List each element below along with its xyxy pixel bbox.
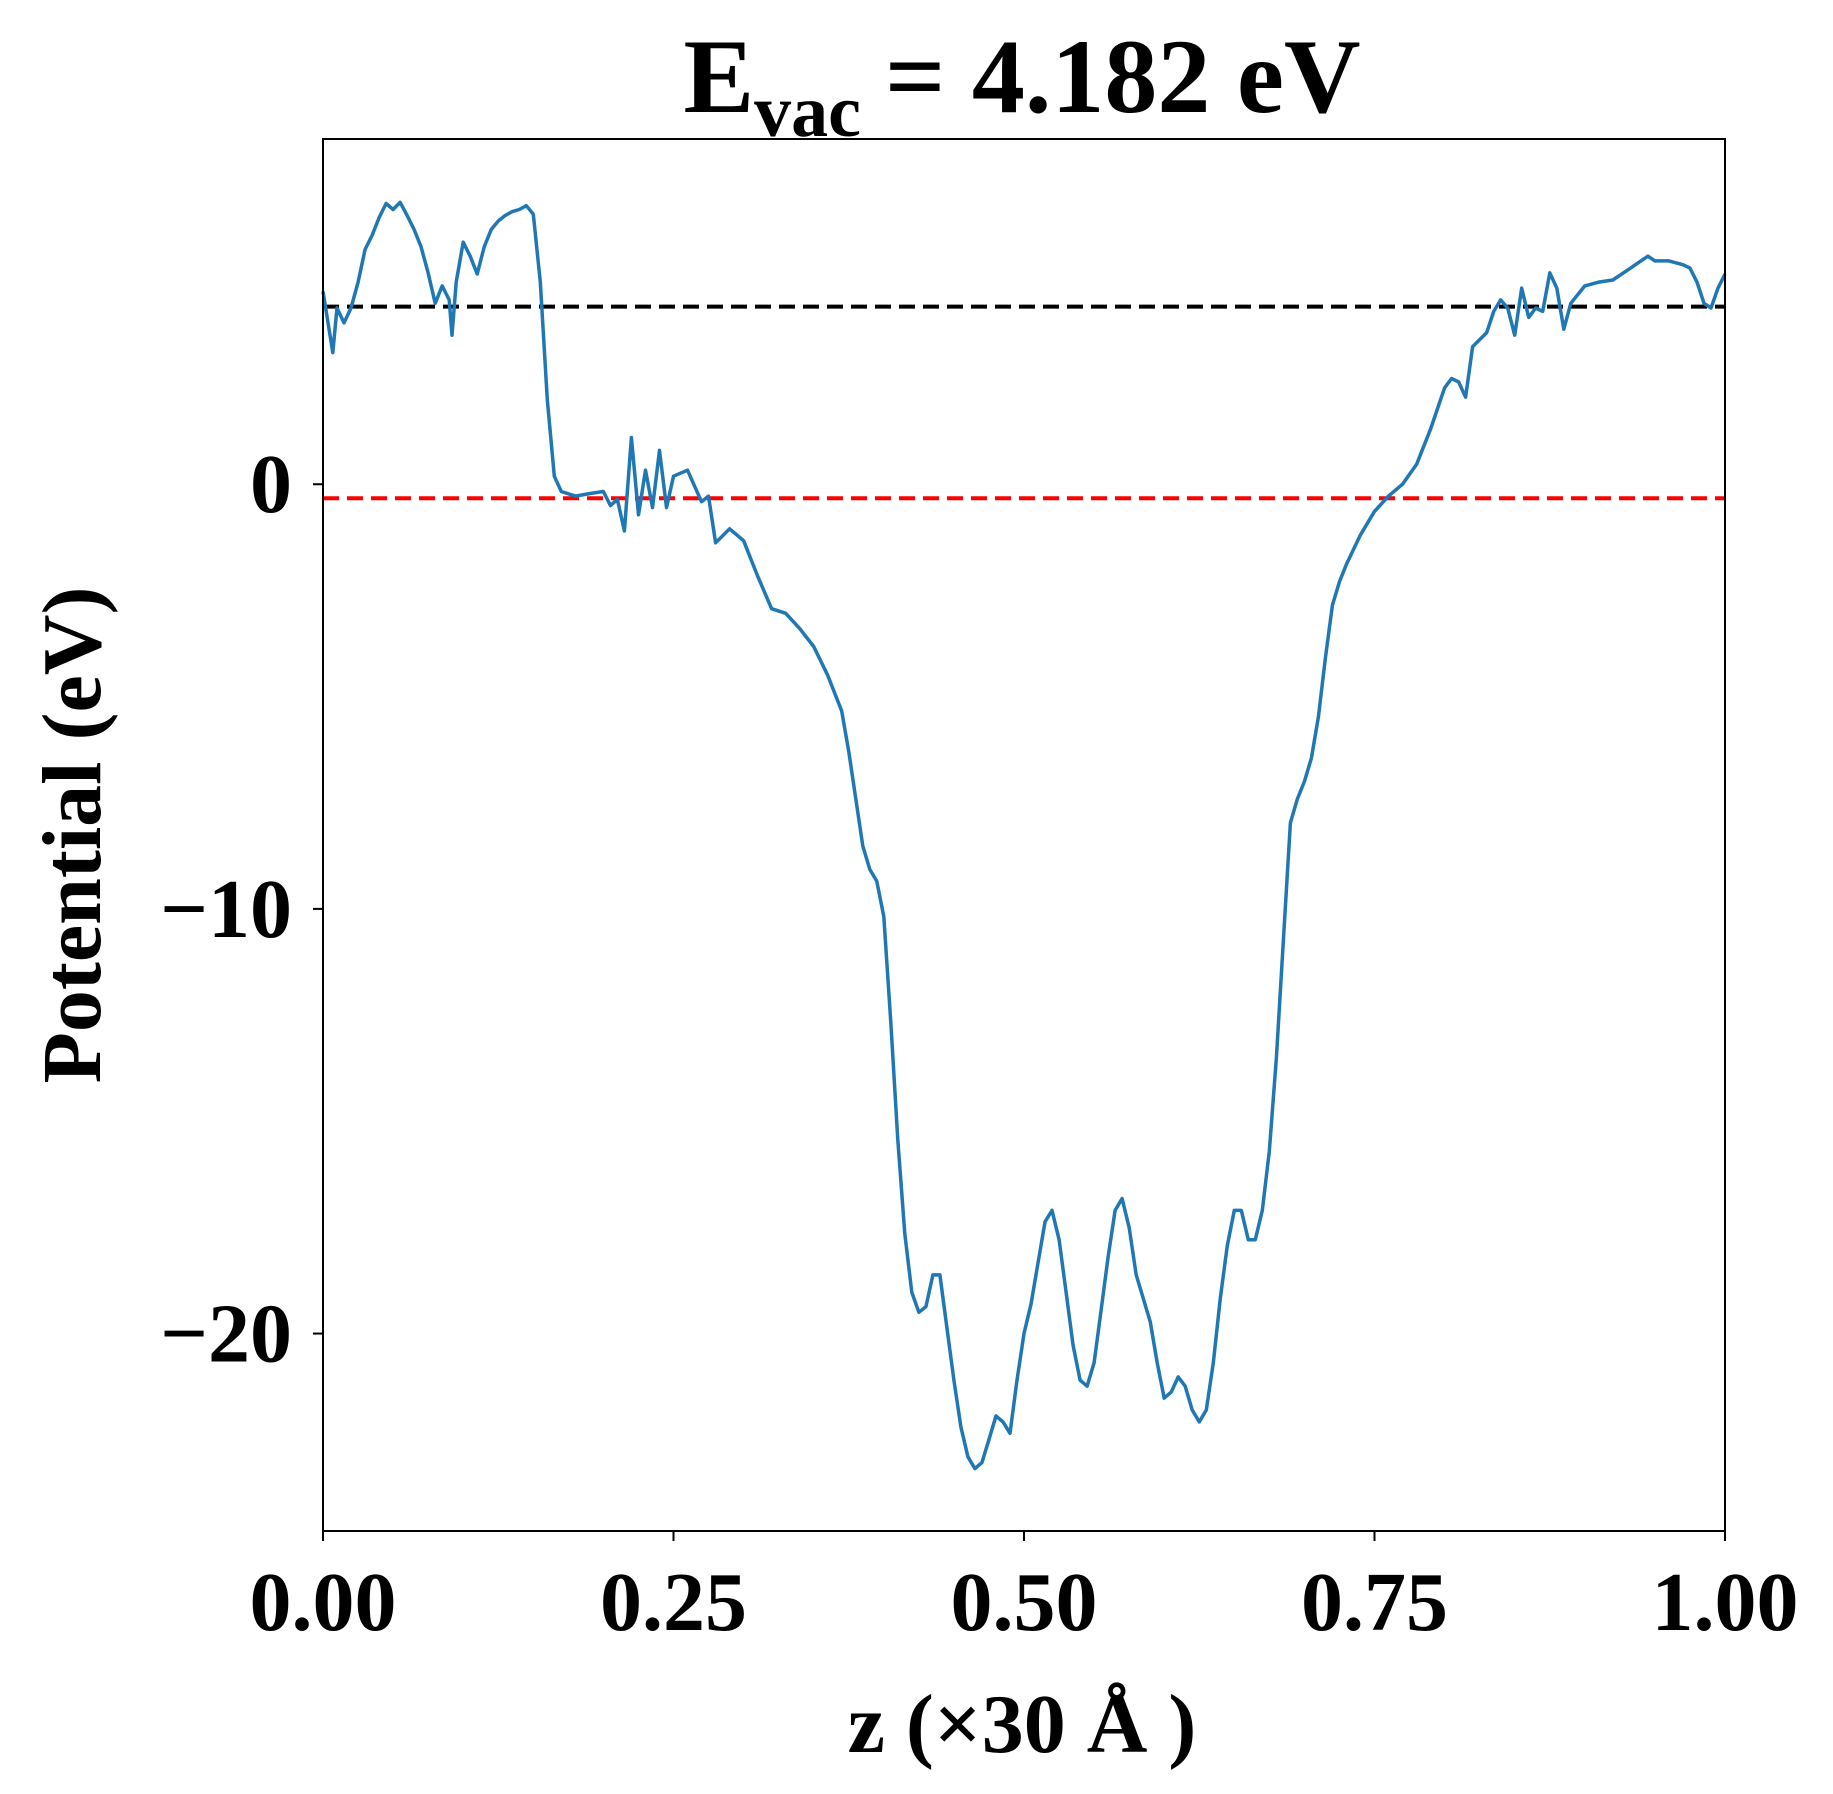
title-subscript: vac bbox=[754, 71, 861, 153]
x-axis-label: z (×30 Å ) bbox=[848, 1678, 1197, 1771]
y-tick-label: −10 bbox=[160, 863, 292, 956]
x-tick-label: 0.25 bbox=[600, 1556, 747, 1649]
y-tick-label: 0 bbox=[250, 438, 292, 531]
x-tick-label: 0.00 bbox=[250, 1556, 397, 1649]
chart-title: Evac = 4.182 eV bbox=[683, 18, 1360, 153]
y-tick-label: −20 bbox=[160, 1288, 292, 1381]
title-main: E bbox=[683, 18, 754, 135]
y-axis-label: Potential (eV) bbox=[26, 587, 119, 1084]
title-rest: = 4.182 eV bbox=[885, 18, 1361, 135]
x-tick-label: 0.75 bbox=[1301, 1556, 1448, 1649]
x-tick-label: 0.50 bbox=[951, 1556, 1098, 1649]
x-tick-label: 1.00 bbox=[1652, 1556, 1799, 1649]
data-line bbox=[321, 200, 1727, 1471]
plot-frame bbox=[322, 138, 1726, 1532]
